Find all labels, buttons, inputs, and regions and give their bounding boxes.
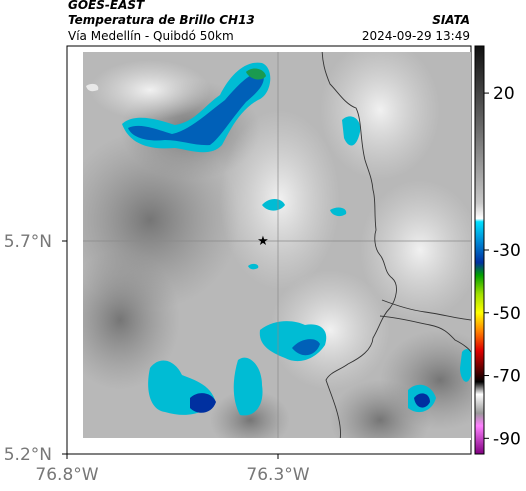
graticule <box>83 52 471 440</box>
satellite-title: GOES-EAST <box>68 0 145 12</box>
cold-cloud-tops <box>86 62 471 416</box>
region-subtitle: Vía Medellín - Quibdó 50km <box>68 29 234 43</box>
colorbar-tick-label: -90 <box>493 429 521 449</box>
brightness-temperature-field <box>83 52 471 440</box>
colorbar-tick-label: 20 <box>493 84 515 104</box>
x-axis-ticks: 76.8°W 76.3°W <box>35 454 310 485</box>
y-tick-label: 5.7°N <box>4 232 52 252</box>
product-title: Temperatura de Brillo CH13 <box>68 13 255 27</box>
org-label: SIATA <box>432 13 470 27</box>
colorbar-tick-label: -70 <box>493 367 521 387</box>
colorbar-tick-label: -30 <box>493 241 521 261</box>
colorbar: 20 -30 -50 -70 -90 <box>474 45 521 455</box>
y-axis-ticks: 5.7°N 5.2°N <box>4 232 67 465</box>
x-tick-label: 76.8°W <box>35 465 98 485</box>
x-tick-label: 76.3°W <box>246 465 309 485</box>
colorbar-tick-label: -50 <box>493 304 521 324</box>
datetime-label: 2024-09-29 13:49 <box>361 29 470 43</box>
y-tick-label: 5.2°N <box>4 445 52 465</box>
boundaries <box>321 52 471 440</box>
location-marker: ★ <box>257 234 269 249</box>
